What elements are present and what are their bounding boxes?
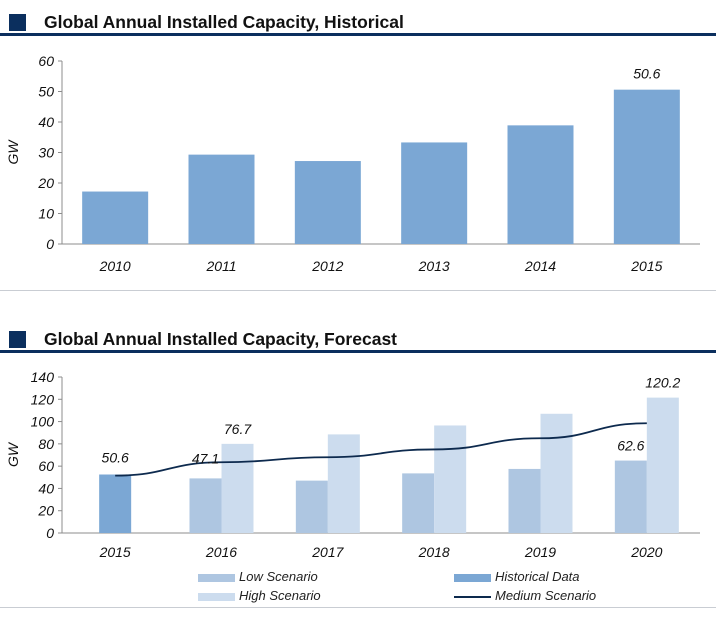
forecast-chart: 0 20 40 60 80 100 120 140 GW 2015 2016 2017 2018 2019…: [5, 369, 700, 560]
header-rule: [0, 350, 716, 353]
y-tick-label: 20: [37, 175, 54, 191]
x-tick-label: 2015: [99, 544, 131, 560]
y-tick-label: 100: [31, 414, 55, 430]
bar-2012: [294, 161, 361, 244]
bar-high-2018: [434, 425, 467, 533]
bar-high-2017: [327, 434, 360, 533]
bar-high-2020: [646, 397, 679, 533]
legend-swatch-low: [198, 574, 235, 582]
x-tick-label: 2014: [524, 258, 556, 274]
x-tick-label: 2010: [99, 258, 131, 274]
bar-high-2016: [221, 443, 254, 533]
y-tick-label: 80: [38, 436, 54, 452]
bar-low-2016: [189, 478, 222, 533]
x-tick-label: 2015: [630, 258, 662, 274]
y-tick-label: 30: [38, 145, 54, 161]
bar-high-2019: [540, 413, 573, 533]
line-medium-scenario: [115, 422, 647, 477]
x-tick-label: 2013: [418, 258, 450, 274]
bar-low-2017: [295, 480, 328, 533]
historical-header: Global Annual Installed Capacity, Histor…: [0, 10, 720, 36]
legend-label-medium: Medium Scenario: [495, 588, 597, 603]
y-tick-label: 60: [38, 458, 54, 474]
forecast-panel: Global Annual Installed Capacity, Foreca…: [0, 327, 720, 607]
data-label: 50.6: [633, 66, 660, 82]
y-tick-label: 40: [38, 114, 54, 130]
data-label: 62.6: [617, 438, 644, 454]
legend-line-medium: [454, 596, 491, 598]
x-tick-label: 2016: [205, 544, 237, 560]
historical-chart-title: Global Annual Installed Capacity, Histor…: [44, 12, 404, 32]
y-tick-label: 50: [38, 84, 54, 100]
x-tick-label: 2020: [630, 544, 662, 560]
data-label: 47.1: [192, 450, 219, 466]
header-square-icon: [9, 331, 26, 348]
legend-label-low: Low Scenario: [239, 569, 318, 584]
historical-panel: Global Annual Installed Capacity, Histor…: [0, 10, 720, 290]
y-tick-label: 120: [31, 391, 55, 407]
forecast-legend: Low Scenario Historical Data High Scenar…: [0, 568, 720, 608]
legend-swatch-historical: [454, 574, 491, 582]
bar-2015: [613, 89, 680, 244]
y-axis-label: GW: [5, 441, 21, 467]
forecast-chart-title: Global Annual Installed Capacity, Foreca…: [44, 329, 397, 349]
bar-2013: [401, 142, 468, 244]
y-axis-label: GW: [5, 139, 21, 165]
panel-divider: [0, 290, 716, 291]
x-tick-label: 2012: [311, 258, 343, 274]
y-tick-label: 140: [31, 369, 55, 385]
bar-2011: [188, 154, 255, 244]
y-tick-label: 60: [38, 53, 54, 69]
bar-low-2018: [402, 473, 435, 533]
bar-2010: [82, 191, 149, 244]
legend-swatch-high: [198, 593, 235, 601]
y-tick-label: 20: [37, 503, 54, 519]
x-tick-label: 2011: [205, 258, 236, 274]
data-label: 50.6: [102, 450, 129, 466]
legend-label-high: High Scenario: [239, 588, 321, 603]
x-tick-label: 2017: [311, 544, 344, 560]
x-tick-label: 2018: [418, 544, 450, 560]
bar-2014: [507, 125, 574, 244]
data-label: 120.2: [645, 375, 680, 391]
legend-label-historical: Historical Data: [495, 569, 580, 584]
forecast-header: Global Annual Installed Capacity, Foreca…: [0, 327, 720, 353]
bar-low-2019: [508, 468, 541, 533]
header-rule: [0, 33, 716, 36]
y-tick-label: 0: [46, 525, 54, 541]
panel-divider: [0, 607, 716, 608]
y-tick-label: 10: [38, 206, 54, 222]
x-tick-label: 2019: [524, 544, 556, 560]
historical-chart: 0 10 20 30 40 50 60 GW 2010 2011 2012 2013 2014 2015 5…: [5, 53, 700, 274]
data-label: 76.7: [224, 421, 252, 437]
y-tick-label: 0: [46, 236, 54, 252]
bar-historical-2015: [99, 474, 132, 533]
header-square-icon: [9, 14, 26, 31]
bar-low-2020: [614, 460, 647, 533]
y-tick-label: 40: [38, 480, 54, 496]
